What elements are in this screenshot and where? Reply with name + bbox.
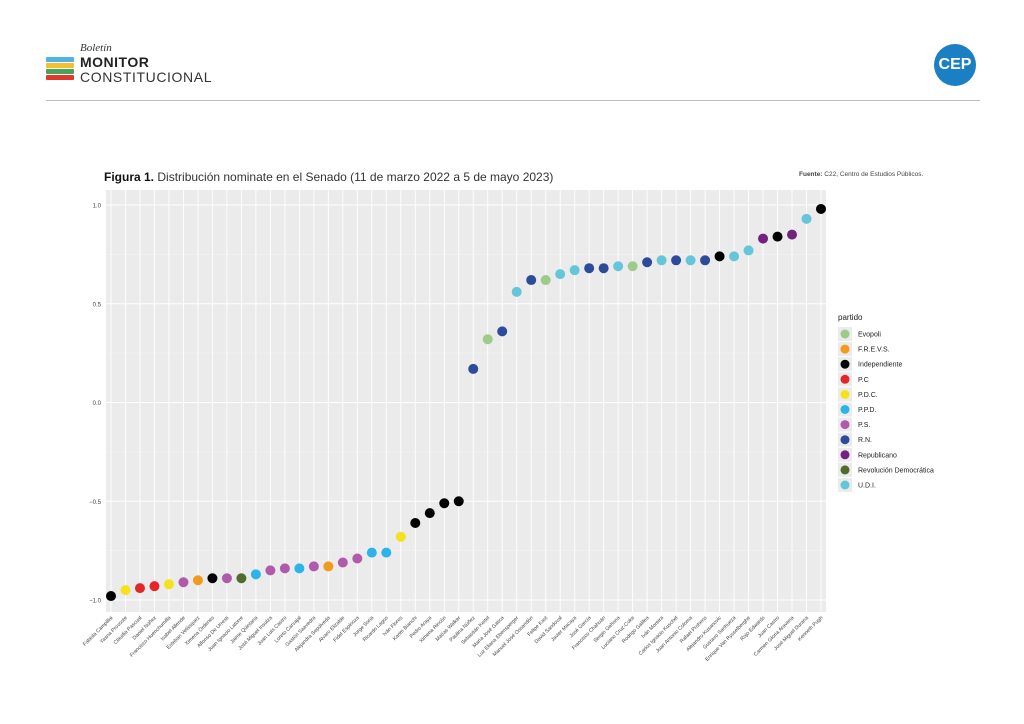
legend-dot (840, 359, 850, 369)
data-point (265, 565, 276, 576)
legend-dot (840, 329, 850, 339)
data-point (149, 581, 160, 592)
data-point (627, 261, 638, 272)
page-header: Boletín MONITOR CONSTITUCIONAL CEP (0, 0, 1024, 102)
legend-dot (840, 344, 850, 354)
legend-label: F.R.E.V.S. (858, 347, 890, 354)
legend-dot (840, 405, 850, 414)
data-point (163, 579, 174, 590)
header-divider (46, 100, 980, 101)
figure-title: Figura 1. Distribución nominate en el Se… (104, 170, 553, 184)
legend-label: Republicano (858, 452, 897, 459)
y-tick-label: 0.5 (93, 302, 102, 308)
data-point (714, 251, 725, 262)
data-point (221, 573, 232, 584)
data-point (700, 255, 711, 266)
brand-constitucional: CONSTITUCIONAL (80, 69, 213, 85)
brand-boletin: Boletín (80, 42, 112, 54)
data-point (134, 583, 145, 594)
logo-bar-green (46, 69, 74, 74)
data-point (642, 257, 653, 268)
data-point (366, 547, 377, 558)
legend-label: Evopoli (858, 332, 881, 339)
figure-title-text: Distribución nominate en el Senado (11 d… (157, 170, 554, 184)
legend-dot (840, 465, 850, 475)
data-point (352, 553, 363, 564)
y-tick-label: 0.0 (93, 401, 102, 407)
cep-logo: CEP (934, 44, 976, 86)
logo-bar-yellow (46, 63, 74, 68)
data-point (337, 557, 348, 568)
source-text: C22, Centro de Estudios Públicos. (824, 171, 924, 178)
legend-dot (840, 480, 850, 490)
data-point (656, 255, 667, 266)
data-point (569, 265, 580, 276)
data-point (671, 255, 682, 266)
data-point (106, 591, 116, 602)
figure-label: Figura 1. (104, 170, 155, 184)
data-point (801, 213, 812, 224)
data-point (743, 245, 754, 256)
data-point (236, 573, 247, 584)
legend-dot (840, 389, 850, 399)
legend-label: P.P.D. (858, 407, 876, 414)
data-point (555, 269, 566, 280)
data-point (453, 496, 464, 507)
data-point (439, 498, 450, 509)
legend-label: U.D.I. (858, 483, 876, 490)
data-point (178, 577, 189, 588)
data-point (468, 363, 479, 374)
monitor-logo-icon (46, 57, 74, 81)
data-point (410, 517, 421, 528)
data-point (540, 275, 551, 286)
legend-label: Revolución Democrática (858, 467, 934, 474)
data-point (207, 573, 218, 584)
data-point (598, 263, 609, 274)
data-point (497, 326, 508, 337)
data-point (526, 275, 537, 286)
data-point (192, 575, 203, 586)
legend: partido Evopoli F.R.E.V.S. Independiente P.C… (838, 313, 934, 492)
legend-title: partido (838, 313, 863, 322)
legend-dot (840, 450, 850, 460)
legend-label: P.D.C. (858, 392, 878, 399)
legend-label: Independiente (858, 362, 902, 369)
data-point (613, 261, 624, 272)
y-tick-label: −1.0 (89, 599, 102, 605)
data-point (816, 203, 826, 214)
data-point (584, 263, 595, 274)
brand-monitor: MONITOR (80, 54, 150, 70)
data-point (395, 531, 406, 542)
data-point (787, 229, 798, 240)
data-point (279, 563, 290, 574)
source-label: Fuente: (799, 171, 823, 178)
data-point (772, 231, 783, 242)
figure-source: Fuente: C22, Centro de Estudios Públicos… (799, 171, 923, 178)
data-point (323, 561, 334, 572)
data-point (120, 585, 131, 596)
legend-label: P.S. (858, 422, 870, 429)
data-point (511, 286, 522, 297)
data-point (424, 508, 435, 519)
logo-bar-blue (46, 57, 74, 62)
legend-dot (840, 374, 850, 384)
data-point (482, 334, 493, 345)
y-tick-label: 1.0 (93, 204, 102, 210)
data-point (250, 569, 261, 580)
data-point (685, 255, 696, 266)
data-point (381, 547, 392, 558)
legend-label: P.C (858, 377, 869, 384)
logo-bar-red (46, 75, 74, 80)
data-point (308, 561, 319, 572)
legend-dot (840, 420, 850, 430)
data-point (758, 233, 769, 244)
legend-label: R.N. (858, 437, 872, 444)
data-point (294, 563, 305, 574)
legend-dot (840, 435, 850, 445)
data-point (729, 251, 740, 262)
y-tick-label: −0.5 (89, 500, 102, 506)
